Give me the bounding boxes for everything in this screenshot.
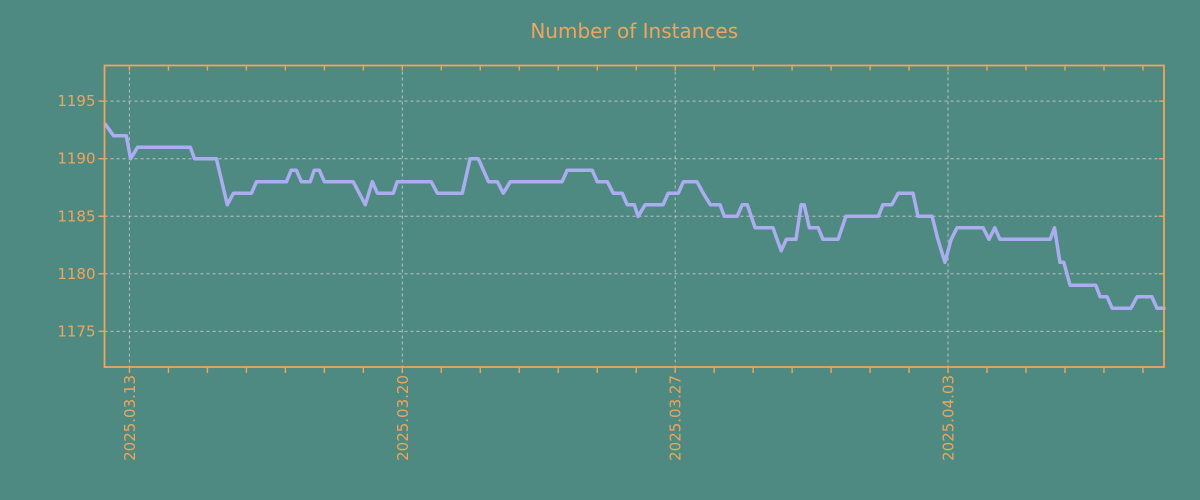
y-axis-tick-label: 1180: [57, 265, 95, 283]
y-axis-tick-label: 1185: [57, 207, 95, 225]
chart-title: Number of Instances: [530, 19, 738, 43]
x-axis-tick-label: 2025.03.20: [394, 375, 412, 461]
plot-border: [103, 64, 1165, 368]
y-axis-tick-label: 1195: [57, 92, 95, 110]
y-axis-tick-label: 1190: [57, 150, 95, 168]
instances-data-line: [103, 122, 1166, 311]
x-axis-tick-label: 2025.04.03: [940, 375, 958, 461]
x-axis-tick-label: 2025.03.13: [121, 375, 139, 461]
x-axis-tick-label: 2025.03.27: [667, 375, 685, 461]
y-axis-tick-label: 1175: [57, 322, 95, 340]
